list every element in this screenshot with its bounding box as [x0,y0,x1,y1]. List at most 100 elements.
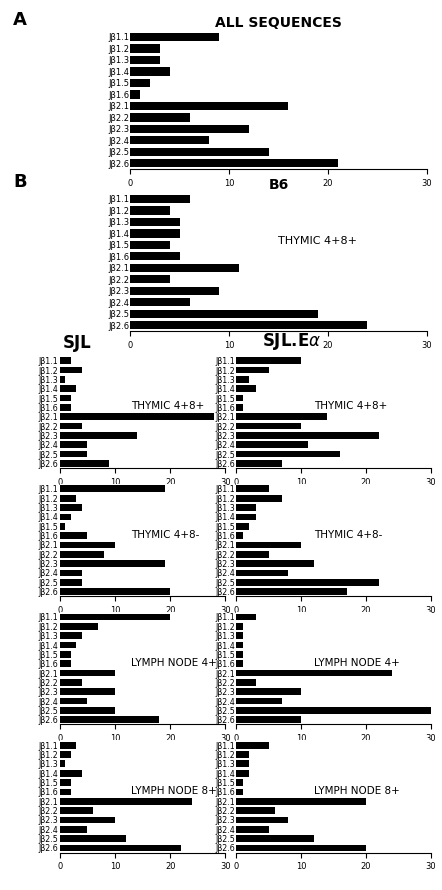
Text: THYMIC 4+8+: THYMIC 4+8+ [278,237,358,247]
Bar [130,275,170,284]
Bar [60,485,165,492]
Bar [60,357,71,364]
Text: THYMIC 4+8+: THYMIC 4+8+ [131,401,204,411]
Text: B: B [13,174,27,191]
Bar [130,33,219,41]
Bar [60,551,104,558]
Bar [60,367,82,374]
Bar [60,423,82,430]
Bar [60,504,82,511]
Bar [60,432,137,439]
Bar [236,770,249,777]
Text: LYMPH NODE 4+: LYMPH NODE 4+ [131,658,217,668]
Bar [236,741,269,748]
Bar [236,588,347,595]
Bar [130,125,249,133]
Bar [60,741,76,748]
Text: LYMPH NODE 4+: LYMPH NODE 4+ [314,658,400,668]
Bar [236,485,269,492]
Bar [236,551,269,558]
Bar [236,514,256,521]
Bar [60,816,115,823]
Bar [236,357,301,364]
Bar [60,578,82,586]
Bar [60,642,76,649]
Bar [60,632,82,639]
Bar [236,716,301,724]
Bar [130,90,140,99]
Bar [236,495,282,502]
Bar [236,413,327,420]
Bar [60,716,159,724]
Bar [236,816,288,823]
Bar [236,504,256,511]
Text: THYMIC 4+8-: THYMIC 4+8- [131,530,199,539]
Bar [130,287,219,295]
Bar [60,560,165,567]
Bar [236,623,243,630]
Bar [236,642,243,649]
Bar [130,218,180,226]
Bar [236,450,340,457]
Bar [130,159,338,167]
Bar [130,148,269,156]
Bar [60,613,170,620]
Bar [236,679,256,686]
Bar [60,797,192,805]
Bar [60,651,71,658]
Bar [130,252,180,261]
Bar [130,101,288,110]
Bar [130,78,150,87]
Bar [236,651,243,658]
Bar [130,310,318,318]
Bar [130,298,190,306]
Title: B6: B6 [268,178,289,192]
Bar [60,660,71,668]
Bar [236,660,243,668]
Bar [60,751,71,758]
Bar [60,404,71,411]
Bar [60,385,76,392]
Bar [236,751,249,758]
Bar [60,522,65,530]
Title: ALL SEQUENCES: ALL SEQUENCES [215,16,342,30]
Bar [236,522,249,530]
Bar [60,679,82,686]
Bar [60,707,115,714]
Bar [60,688,115,695]
Bar [236,835,314,842]
Bar [130,113,190,122]
Bar [236,845,366,852]
Bar [60,623,99,630]
Bar [236,578,379,586]
Bar [60,450,88,457]
Bar [236,423,301,430]
Bar [236,570,288,577]
Bar [130,56,160,64]
Bar [60,669,115,676]
Bar [60,770,82,777]
Bar [236,760,249,767]
Text: A: A [13,12,27,29]
Text: LYMPH NODE 8+: LYMPH NODE 8+ [131,786,217,796]
Bar [236,367,269,374]
Bar [130,68,170,76]
Bar [236,613,256,620]
Bar [236,632,243,639]
Bar [60,441,88,449]
Bar [60,826,88,833]
Bar [60,698,88,705]
Text: SJL: SJL [63,334,92,352]
Bar [130,321,367,329]
Bar [60,760,65,767]
Bar [60,779,71,786]
Bar [236,376,249,383]
Bar [236,826,269,833]
Bar [236,707,431,714]
Bar [60,541,115,548]
Bar [236,669,392,676]
Bar [60,789,71,796]
Bar [236,432,379,439]
Bar [130,263,239,272]
Bar [60,532,88,539]
